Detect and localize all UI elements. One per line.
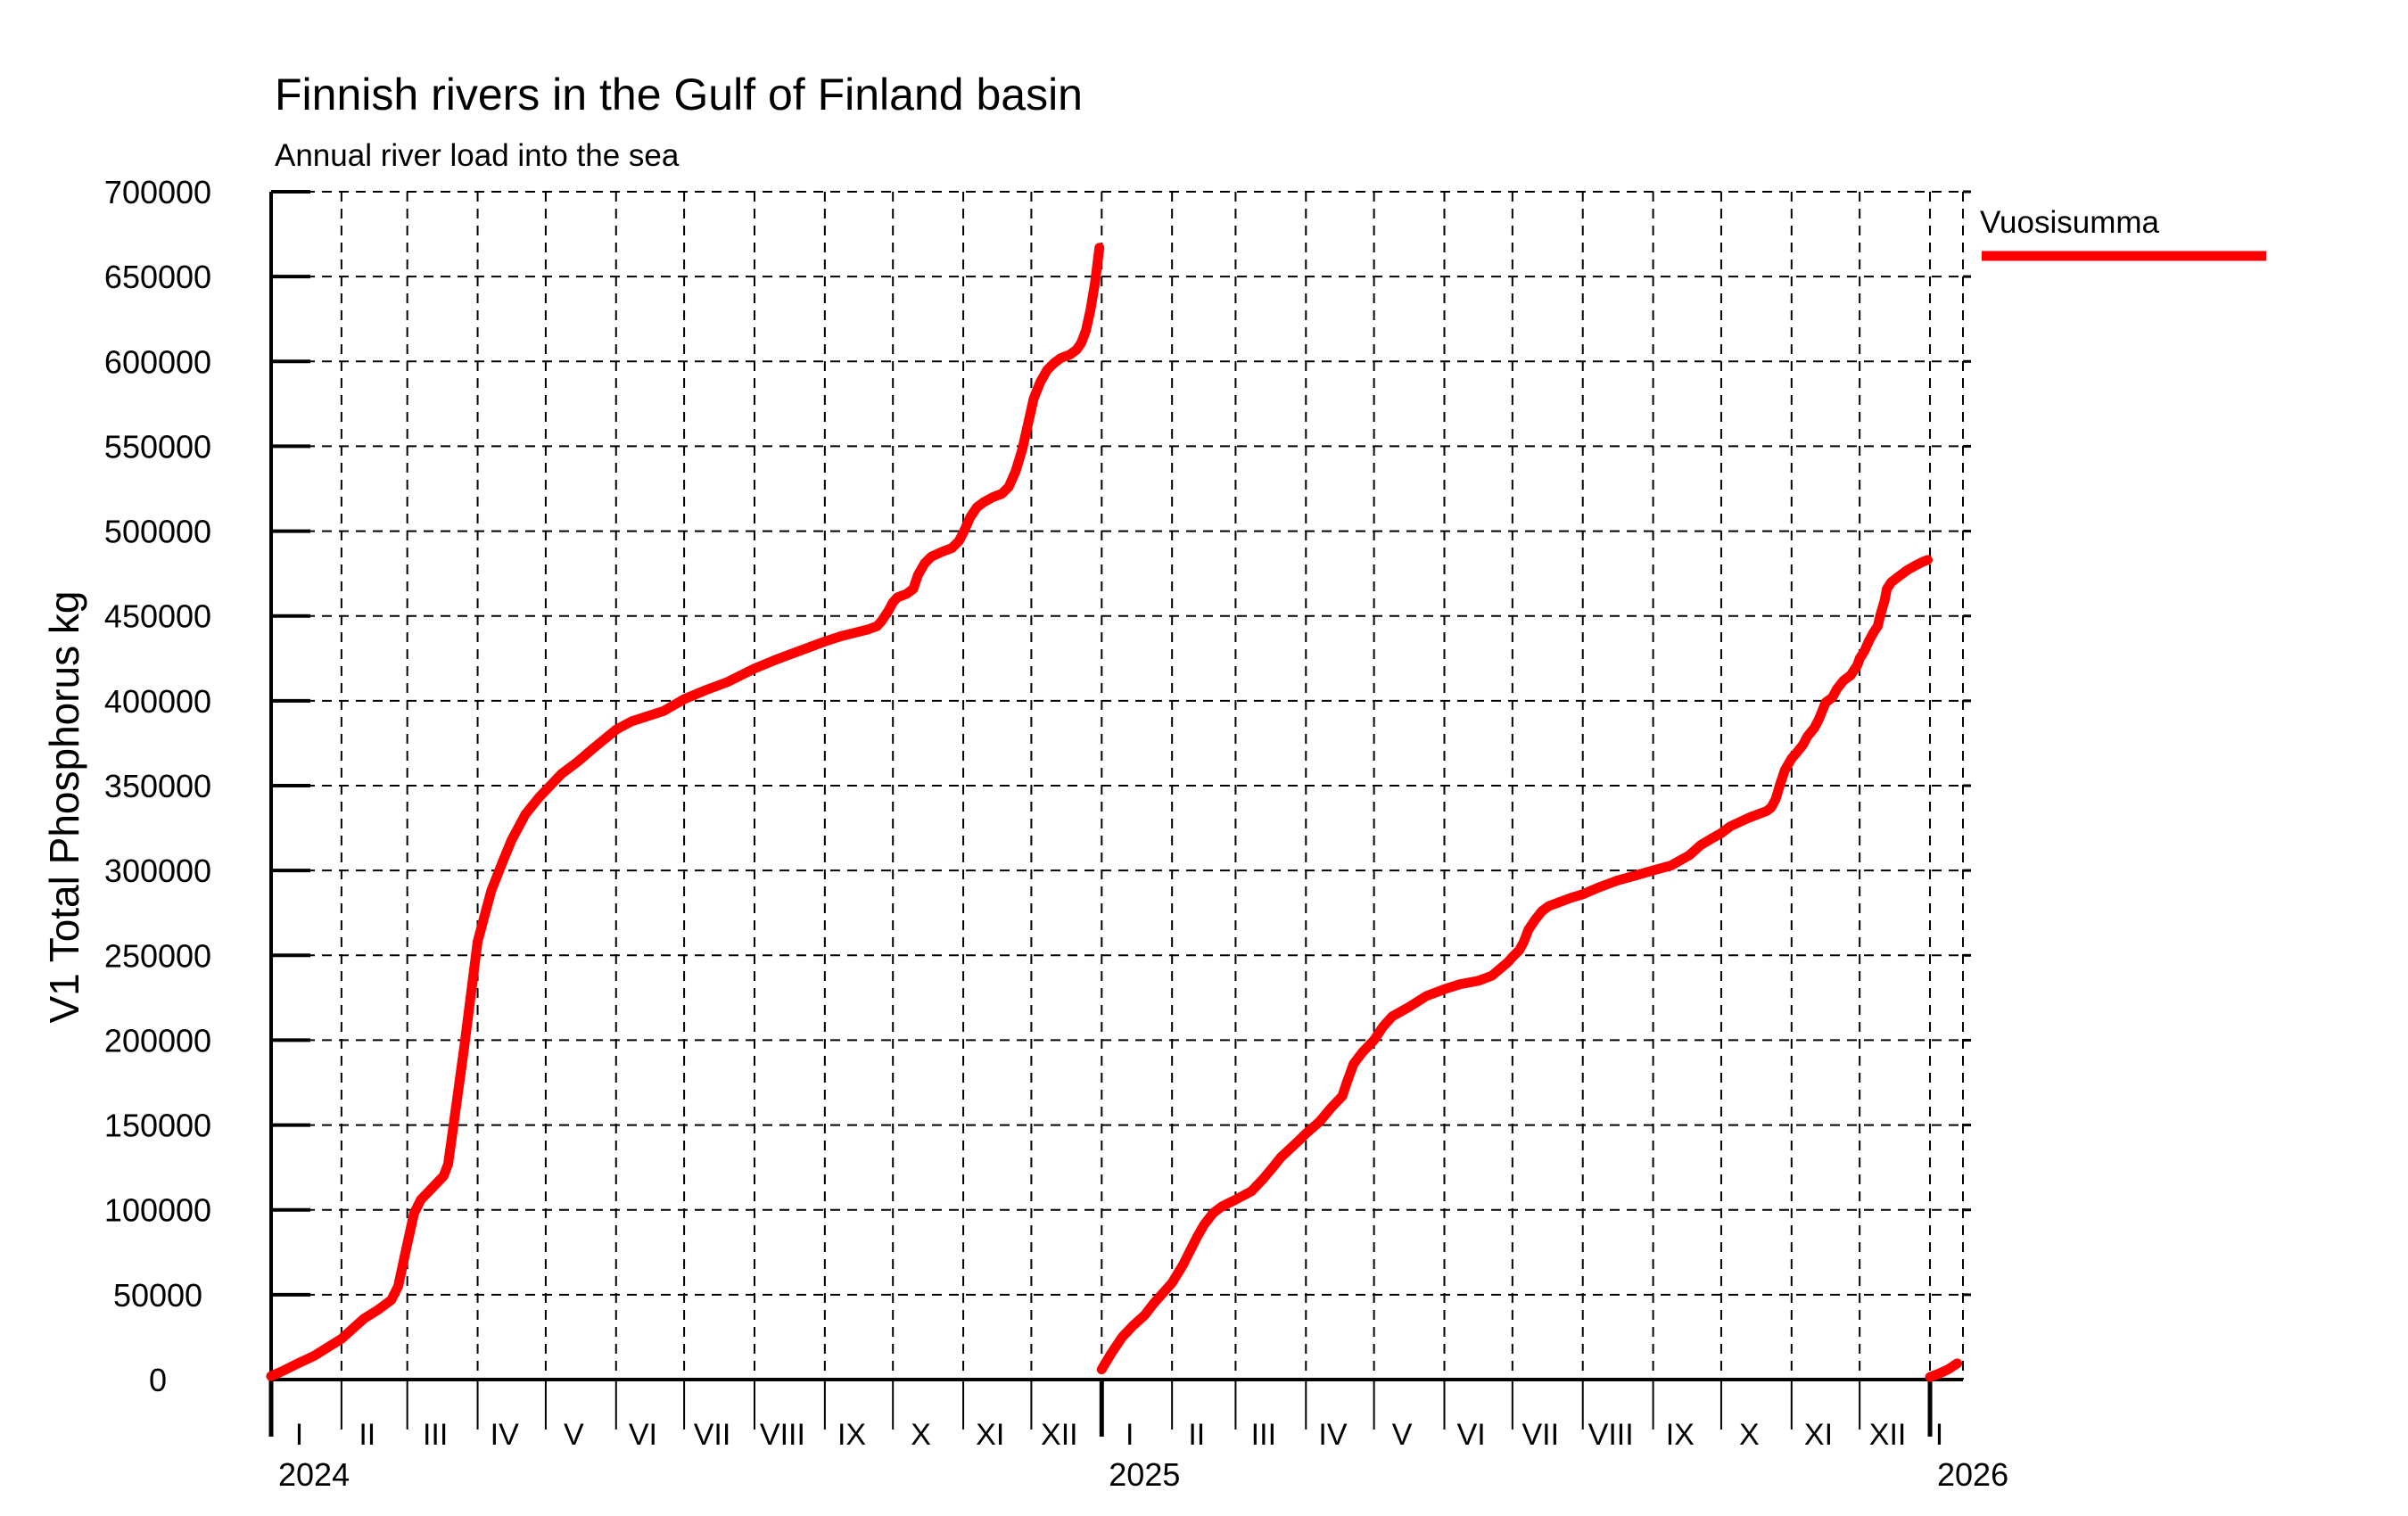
series-layer: [266, 243, 1963, 1382]
year-label: 2024: [278, 1456, 350, 1493]
series-line-vuosisumma-2025: [1096, 555, 1933, 1375]
chart-subtitle: Annual river load into the sea: [275, 138, 680, 173]
y-axis-title: V1 Total Phosphorus kg: [41, 590, 87, 1023]
month-label: III: [1251, 1418, 1276, 1452]
month-label: VIII: [760, 1418, 805, 1452]
y-tick-label: 550000: [104, 428, 211, 465]
legend: Vuosisumma: [1980, 205, 2266, 261]
y-tick-label: 700000: [104, 174, 211, 210]
year-label: 2025: [1109, 1456, 1180, 1493]
month-label: VIII: [1588, 1418, 1634, 1452]
year-label: 2026: [1937, 1456, 2008, 1493]
y-tick-label: 250000: [104, 937, 211, 974]
month-label: IX: [1666, 1418, 1695, 1452]
label-layer: 0 50000 100000 150000 200000 250000 300000 3500…: [104, 174, 2008, 1493]
month-label: VI: [1457, 1418, 1486, 1452]
y-tick-label: 600000: [104, 343, 211, 380]
y-tick-label: 150000: [104, 1108, 211, 1144]
month-label: XII: [1869, 1418, 1907, 1452]
axis-layer: [268, 190, 1971, 1437]
month-label: I: [295, 1418, 303, 1452]
month-label: XII: [1041, 1418, 1078, 1452]
y-tick-label: 50000: [113, 1277, 202, 1314]
y-tick-label: 500000: [104, 514, 211, 550]
series-line-vuosisumma-2024: [266, 243, 1105, 1381]
series-line-vuosisumma-2026: [1925, 1358, 1963, 1382]
y-tick-label: 400000: [104, 683, 211, 720]
y-tick-label: 450000: [104, 598, 211, 635]
y-tick-label: 350000: [104, 768, 211, 804]
month-label: V: [1392, 1418, 1413, 1452]
month-label: IV: [1318, 1418, 1347, 1452]
month-label: X: [1739, 1418, 1760, 1452]
month-label: V: [564, 1418, 584, 1452]
y-tick-label: 100000: [104, 1192, 211, 1229]
month-label: II: [1188, 1418, 1205, 1452]
month-label: I: [1126, 1418, 1134, 1452]
legend-label: Vuosisumma: [1980, 205, 2160, 240]
month-label: XI: [976, 1418, 1004, 1452]
month-label: VII: [694, 1418, 731, 1452]
month-label: I: [1935, 1418, 1943, 1452]
month-label: X: [911, 1418, 931, 1452]
y-tick-label: 200000: [104, 1022, 211, 1059]
month-label: III: [423, 1418, 448, 1452]
month-label: XI: [1804, 1418, 1833, 1452]
month-label: VI: [629, 1418, 657, 1452]
grid-layer: [271, 191, 1964, 1380]
month-label: IV: [491, 1418, 519, 1452]
y-tick-label: 300000: [104, 853, 211, 889]
month-label: VII: [1521, 1418, 1559, 1452]
y-tick-label: 650000: [104, 259, 211, 295]
y-tick-label: 0: [149, 1362, 167, 1398]
month-label: II: [359, 1418, 375, 1452]
chart-title: Finnish rivers in the Gulf of Finland ba…: [275, 70, 1083, 119]
month-label: IX: [837, 1418, 866, 1452]
